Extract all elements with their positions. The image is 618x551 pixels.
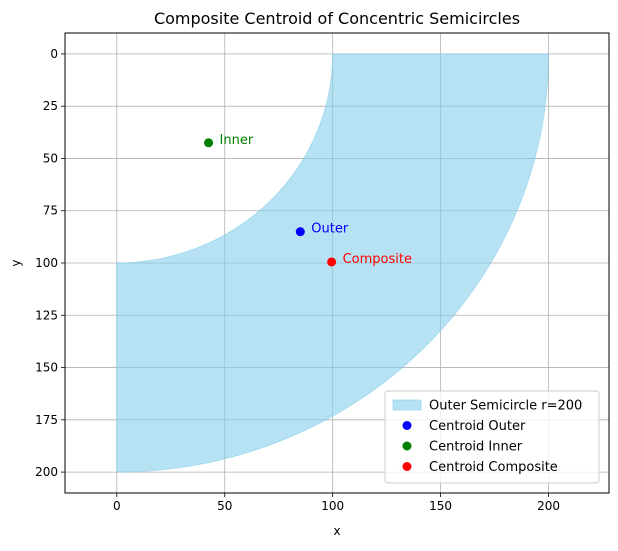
legend-swatch-outer-semicircle-r-200 <box>392 399 422 411</box>
y-tick-label: 0 <box>50 47 58 61</box>
y-tick-label: 125 <box>35 308 58 322</box>
points-layer: Outer Inner Composite <box>204 133 412 267</box>
centroid-composite-label: Composite <box>343 252 412 267</box>
y-axis-label: y <box>9 259 23 266</box>
centroid-composite-point <box>327 257 337 267</box>
legend-marker-centroid-composite <box>402 462 412 471</box>
legend-label-centroid-inner: Centroid Inner <box>429 440 523 455</box>
x-tick-label: 0 <box>113 499 121 513</box>
chart-title: Composite Centroid of Concentric Semicir… <box>154 9 520 28</box>
legend-label-centroid-outer: Centroid Outer <box>429 419 526 434</box>
y-tick-label: 75 <box>43 204 58 218</box>
centroid-inner-label: Inner <box>220 133 254 148</box>
y-tick-label: 25 <box>43 99 58 113</box>
y-tick-label: 150 <box>35 361 58 375</box>
y-tick-label: 175 <box>35 413 58 427</box>
y-tick-label: 200 <box>35 465 58 479</box>
legend-marker-centroid-inner <box>402 441 412 451</box>
x-tick-label: 100 <box>321 499 344 513</box>
x-tick-label: 50 <box>217 499 232 513</box>
legend-marker-centroid-outer <box>402 421 412 430</box>
legend-label-centroid-composite: Centroid Composite <box>429 460 558 475</box>
plot-frame <box>64 32 610 494</box>
centroid-inner-point <box>204 138 214 148</box>
x-axis-label: x <box>333 524 340 538</box>
x-tick-label: 150 <box>429 499 452 513</box>
y-tick-label: 100 <box>35 256 58 270</box>
centroid-outer-point <box>295 227 305 237</box>
x-tick-label: 200 <box>537 499 560 513</box>
legend: Outer Semicircle r=200 Centroid Outer Cent… <box>384 390 600 484</box>
axes-layer <box>61 32 610 497</box>
centroid-outer-label: Outer <box>311 222 349 237</box>
y-tick-label: 50 <box>43 151 58 165</box>
legend-label-outer-semicircle-r-200: Outer Semicircle r=200 <box>429 399 582 414</box>
tick-labels: 0 50 100 150 200 0 25 50 75 100 125 150 175 200 <box>35 47 560 513</box>
legend-box <box>384 390 600 484</box>
